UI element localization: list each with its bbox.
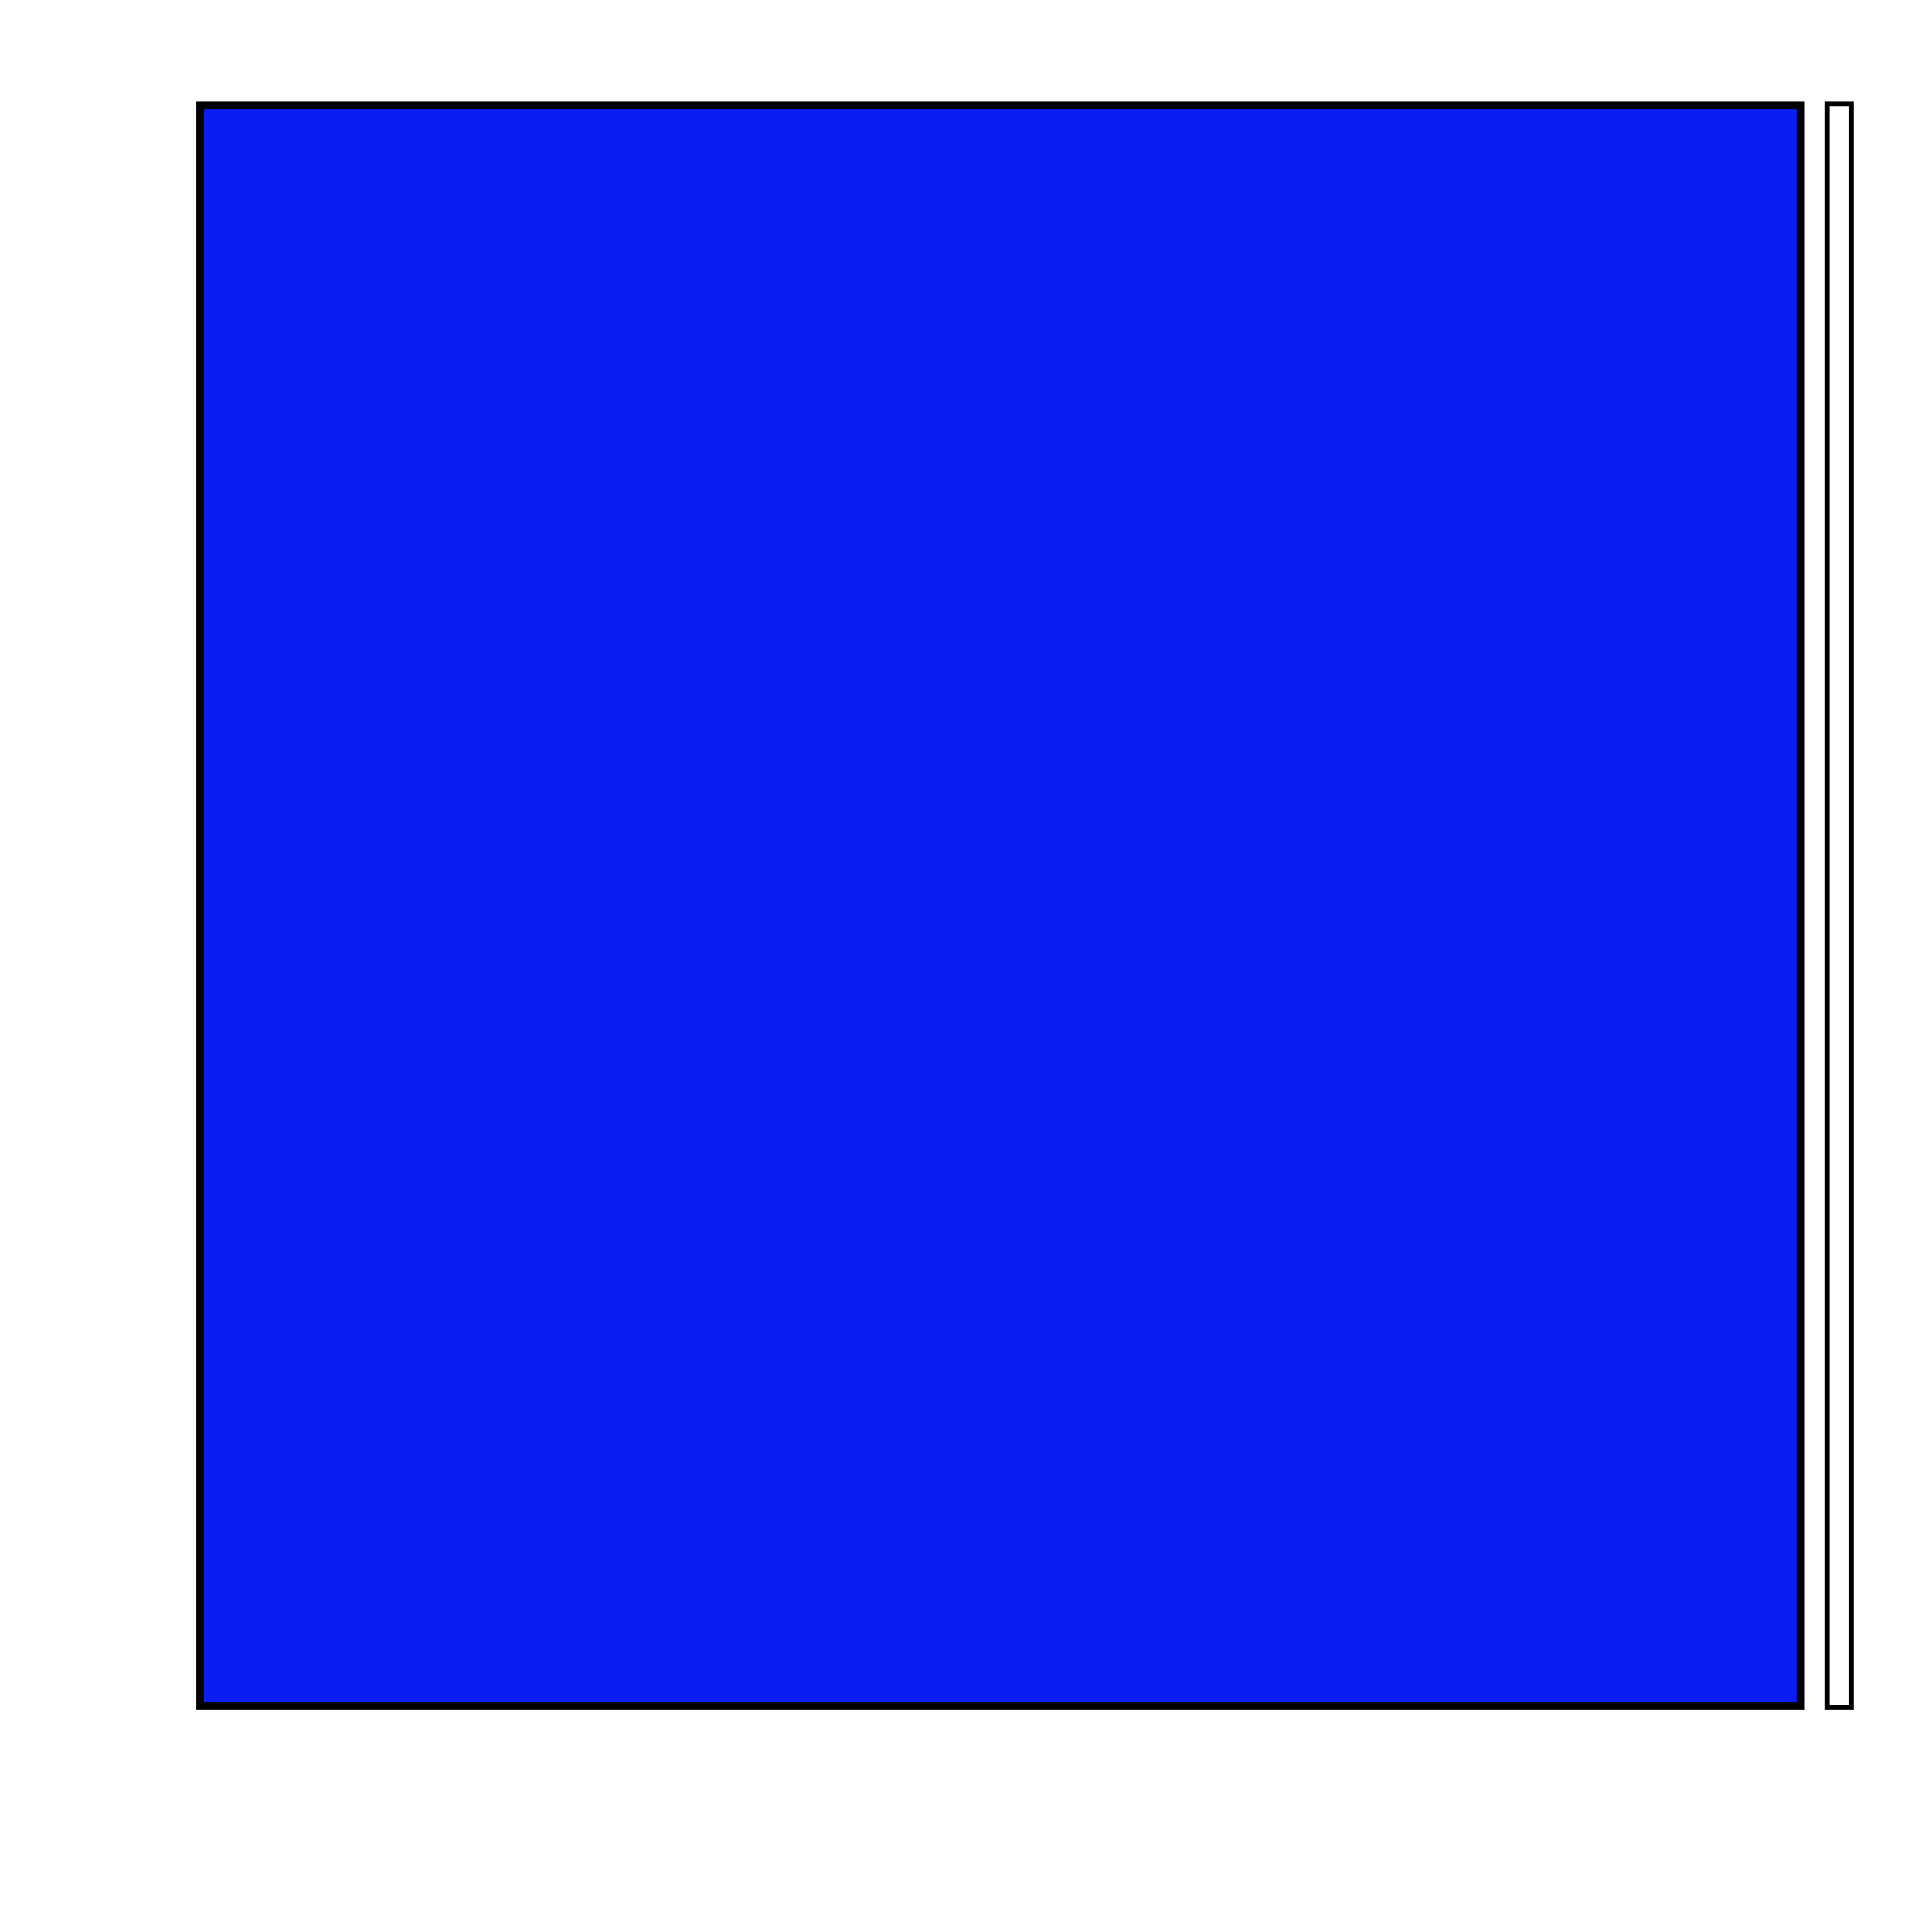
colorbar-gradient <box>1830 106 1849 1705</box>
distance-matrix-heatmap <box>204 109 1797 1702</box>
heatmap-plot-area <box>196 101 1804 1710</box>
colorbar <box>1825 101 1854 1710</box>
